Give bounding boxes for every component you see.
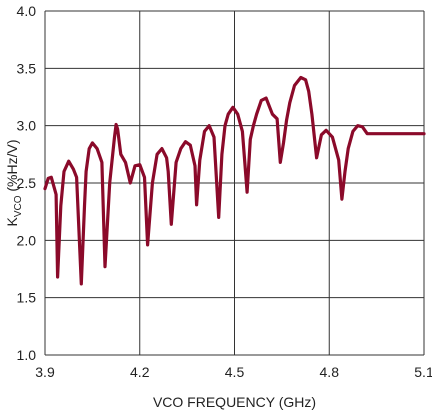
y-tick-label: 4.0	[17, 3, 37, 19]
x-axis-title: VCO FREQUENCY (GHz)	[153, 394, 316, 410]
y-axis-title-unit: (%Hz/V)	[4, 139, 20, 195]
x-tick-label: 5.1	[414, 364, 432, 380]
y-tick-label: 3.0	[17, 118, 37, 134]
y-tick-label: 3.5	[17, 60, 37, 76]
y-tick-label: 1.0	[17, 347, 37, 363]
y-axis-title-main: K	[4, 217, 20, 227]
x-tick-label: 4.5	[225, 364, 245, 380]
x-tick-label: 3.9	[35, 364, 55, 380]
series-layer	[43, 75, 426, 286]
y-axis-title: KVCO (%Hz/V)	[4, 139, 24, 226]
y-tick-label: 2.0	[17, 232, 37, 248]
x-tick-label: 4.2	[130, 364, 150, 380]
y-tick-label: 1.5	[17, 290, 37, 306]
tick-label-layer: 3.9 4.2 4.5 4.8 5.1 1.0 1.5 2.0 2.5 3.0 3.5 4.0	[17, 3, 432, 380]
x-tick-label: 4.8	[320, 364, 340, 380]
y-axis-title-subscript: VCO	[13, 195, 24, 217]
series-line	[43, 75, 426, 286]
y-tick-label: 2.5	[17, 175, 37, 191]
